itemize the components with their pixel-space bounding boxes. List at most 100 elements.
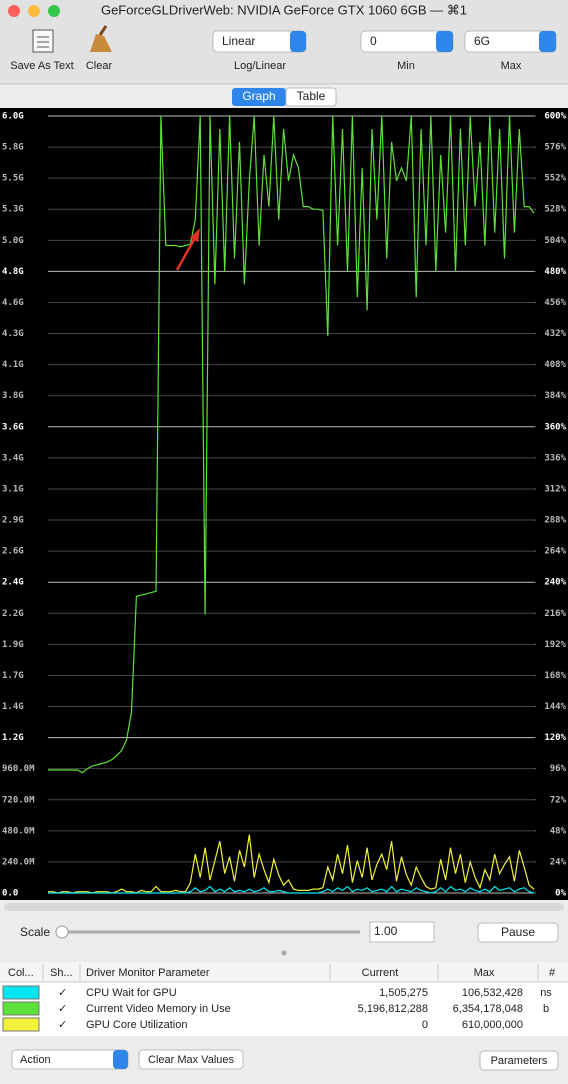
log-linear-popup[interactable]: Linear — [212, 30, 307, 53]
broom-icon — [90, 34, 112, 52]
action-popup[interactable]: Action — [11, 1049, 129, 1070]
clear-max-button[interactable]: Clear Max Values — [138, 1049, 244, 1070]
column-header: Current — [362, 967, 399, 979]
tab-graph[interactable]: Graph — [232, 88, 286, 106]
series-line — [48, 834, 535, 894]
max-value: 610,000,000 — [462, 1019, 523, 1031]
broom-handle — [98, 25, 108, 36]
y-tick-label: 3.4G — [2, 453, 24, 463]
y2-tick-label: 528% — [544, 205, 566, 215]
y2-tick-label: 432% — [544, 329, 566, 339]
series-line — [48, 885, 535, 894]
y-tick-label: 720.0M — [2, 795, 35, 805]
y-tick-label: 4.3G — [2, 329, 24, 339]
y-tick-label: 4.8G — [2, 267, 24, 277]
max-label: Max — [501, 60, 522, 72]
y-tick-label: 2.9G — [2, 516, 24, 526]
red-arrow — [175, 228, 200, 271]
series-line — [48, 115, 535, 774]
y-tick-label: 2.6G — [2, 547, 24, 557]
y2-tick-label: 600% — [544, 112, 566, 122]
y-tick-label: 3.1G — [2, 484, 24, 494]
table: Col... Sh... Driver Monitor Parameter Curre… — [0, 962, 568, 1032]
zoom-button[interactable] — [48, 5, 60, 17]
y2-tick-label: 96% — [550, 764, 567, 774]
scale-field[interactable] — [369, 921, 435, 943]
y2-tick-label: 456% — [544, 298, 566, 308]
y-tick-label: 2.2G — [2, 609, 24, 619]
y-tick-label: 960.0M — [2, 764, 35, 774]
min-combo[interactable]: 0 — [360, 30, 454, 53]
y2-tick-label: 0% — [555, 889, 566, 899]
parameters-button[interactable]: Parameters — [479, 1050, 559, 1071]
y-tick-label: 1.7G — [2, 671, 24, 681]
tab-bg — [232, 88, 286, 106]
y2-tick-label: 576% — [544, 143, 566, 153]
tab-bg — [285, 87, 337, 107]
y2-tick-label: 312% — [544, 484, 566, 494]
window-title: GeForceGLDriverWeb: NVIDIA GeForce GTX 1… — [101, 2, 467, 17]
y-tick-label: 1.4G — [2, 702, 24, 712]
max-combo[interactable]: 6G — [464, 30, 557, 53]
y2-tick-label: 552% — [544, 174, 566, 184]
y2-tick-label: 168% — [544, 671, 566, 681]
y2-tick-label: 360% — [544, 422, 566, 432]
y-tick-label: 2.4G — [2, 578, 24, 588]
y2-tick-label: 216% — [544, 609, 566, 619]
save-as-text-button[interactable]: Save As Text — [10, 29, 74, 72]
tab-label: Graph — [242, 89, 275, 103]
save-icon — [32, 29, 54, 53]
tab-table[interactable]: Table — [285, 87, 337, 107]
y-tick-label: 5.3G — [2, 205, 24, 215]
min-label: Min — [397, 60, 415, 72]
y2-tick-label: 504% — [544, 236, 566, 246]
y-tick-label: 1.2G — [2, 733, 24, 743]
y-tick-label: 240.0M — [2, 857, 35, 867]
column-header: # — [549, 967, 556, 979]
scrollbar[interactable] — [4, 903, 564, 911]
max-value: 6,354,178,048 — [453, 1003, 523, 1015]
y-tick-label: 0.0 — [2, 889, 18, 899]
button-label: Clear Max Values — [148, 1054, 234, 1066]
y2-tick-label: 144% — [544, 702, 566, 712]
color-swatch — [2, 1017, 40, 1032]
current-value: 5,196,812,288 — [358, 1003, 428, 1015]
close-button[interactable] — [8, 5, 20, 17]
split-handle[interactable] — [281, 950, 287, 956]
combo-arrow — [436, 31, 453, 52]
shown-check: ✓ — [58, 987, 67, 999]
clear-button[interactable]: Clear — [86, 25, 113, 72]
arrow-head — [190, 228, 200, 242]
current-value: 1,505,275 — [379, 987, 428, 999]
popup-arrow — [113, 1050, 128, 1069]
y-tick-label: 1.9G — [2, 640, 24, 650]
popup-value: Action — [20, 1054, 51, 1066]
y2-tick-label: 48% — [550, 826, 567, 836]
y-tick-label: 4.6G — [2, 298, 24, 308]
combo-arrow — [539, 31, 556, 52]
y-tick-label: 3.8G — [2, 391, 24, 401]
y2-tick-label: 288% — [544, 516, 566, 526]
pause-button[interactable]: Pause — [477, 922, 559, 943]
current-value: 0 — [422, 1019, 428, 1031]
popup-arrow — [290, 31, 306, 52]
minimize-button[interactable] — [28, 5, 40, 17]
popup-value: Linear — [222, 34, 255, 48]
save-label: Save As Text — [10, 60, 73, 72]
scale-slider-knob[interactable] — [55, 925, 69, 939]
unit: ns — [540, 987, 552, 999]
y2-tick-label: 336% — [544, 453, 566, 463]
min-value: 0 — [370, 34, 377, 48]
scale-label: Scale — [20, 925, 50, 939]
log-linear-label: Log/Linear — [234, 60, 286, 72]
y-tick-label: 480.0M — [2, 826, 35, 836]
y2-tick-label: 480% — [544, 267, 566, 277]
button-bg — [477, 922, 559, 943]
parameter-name: GPU Core Utilization — [86, 1019, 187, 1031]
tab-label: Table — [297, 89, 326, 103]
unit: b — [543, 1003, 549, 1015]
max-value: 6G — [474, 34, 490, 48]
shown-check: ✓ — [58, 1019, 67, 1031]
y-tick-label: 5.5G — [2, 174, 24, 184]
